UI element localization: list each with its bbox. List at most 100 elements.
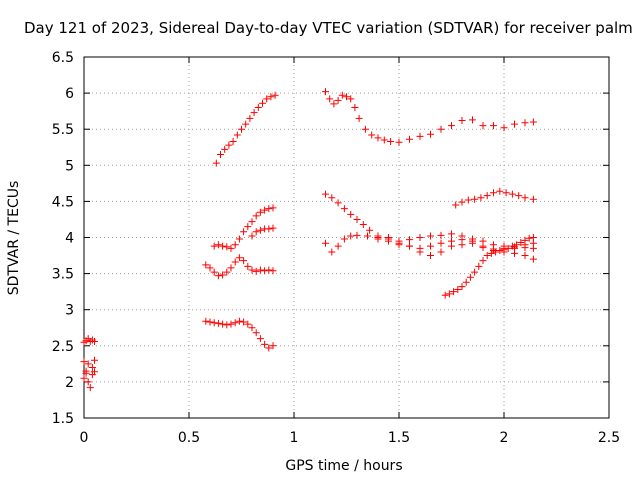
- data-point: [427, 242, 434, 250]
- data-point: [366, 226, 374, 234]
- y-tick-label: 3: [65, 303, 74, 319]
- data-point: [235, 317, 243, 325]
- data-point: [202, 261, 210, 269]
- data-point: [86, 384, 94, 392]
- data-point: [267, 93, 275, 101]
- data-point: [529, 118, 537, 126]
- data-point: [452, 201, 460, 209]
- data-point: [210, 242, 218, 250]
- x-tick-label: 0.5: [178, 430, 200, 446]
- data-point: [252, 329, 260, 337]
- data-point: [374, 235, 382, 243]
- data-point: [328, 248, 336, 256]
- x-tick-label: 1: [290, 430, 299, 446]
- series-sat-f: [210, 204, 277, 252]
- data-point: [256, 266, 264, 274]
- data-point: [259, 99, 266, 107]
- data-point: [334, 242, 342, 250]
- data-point: [248, 266, 256, 274]
- data-point: [210, 268, 218, 276]
- data-point: [261, 267, 269, 275]
- data-point: [238, 125, 245, 133]
- data-point: [214, 272, 222, 280]
- data-point: [437, 125, 445, 133]
- x-tick-labels: 0 0.5 1 1.5 2 2.5: [80, 430, 621, 446]
- data-point: [256, 226, 264, 234]
- data-point: [271, 91, 279, 99]
- data-point: [525, 234, 533, 242]
- y-tick-label: 2.5: [52, 339, 74, 355]
- data-point: [529, 255, 537, 263]
- data-point: [343, 93, 350, 101]
- data-point: [479, 244, 487, 252]
- data-point: [406, 135, 413, 143]
- data-point: [225, 141, 233, 149]
- data-point: [353, 231, 361, 239]
- data-point: [231, 241, 239, 249]
- data-point: [374, 134, 382, 142]
- data-point: [353, 215, 361, 223]
- data-point: [91, 356, 98, 364]
- data-point: [263, 95, 271, 103]
- data-point: [212, 159, 220, 167]
- data-point: [508, 242, 516, 250]
- data-point: [368, 131, 376, 139]
- data-point: [458, 283, 466, 291]
- data-point: [322, 88, 329, 96]
- data-point: [441, 291, 449, 299]
- data-point: [269, 204, 277, 212]
- data-point: [244, 223, 252, 231]
- data-point: [361, 125, 369, 133]
- data-point: [227, 264, 235, 272]
- data-point: [387, 137, 395, 145]
- data-point: [416, 234, 424, 241]
- series-sat-g: [248, 224, 277, 240]
- data-point: [416, 132, 424, 140]
- data-point: [521, 252, 529, 260]
- data-point: [265, 266, 273, 274]
- data-point: [248, 218, 256, 226]
- y-tick-label: 5: [65, 158, 74, 174]
- data-point: [219, 242, 227, 250]
- data-point: [322, 190, 329, 198]
- data-point: [269, 224, 277, 232]
- data-point: [508, 190, 516, 198]
- data-point: [445, 290, 453, 298]
- series-sat-l: [374, 235, 537, 260]
- data-point: [490, 122, 497, 130]
- data-point: [454, 285, 462, 293]
- data-point: [84, 378, 92, 386]
- series-sat-a: [80, 368, 98, 392]
- grid-lines: [84, 57, 609, 418]
- data-point: [487, 249, 495, 257]
- data-point: [351, 104, 359, 112]
- data-point: [347, 210, 355, 218]
- data-point: [529, 195, 537, 203]
- y-tick-label: 1.5: [52, 411, 74, 427]
- data-point: [347, 95, 355, 103]
- data-point: [496, 187, 504, 195]
- data-point: [479, 257, 487, 265]
- data-point: [466, 273, 474, 281]
- data-point: [458, 198, 466, 206]
- y-tick-label: 4: [65, 231, 74, 247]
- x-tick-label: 2: [500, 430, 509, 446]
- y-tick-label: 2: [65, 375, 74, 391]
- data-point: [462, 278, 470, 286]
- data-point: [88, 363, 96, 371]
- data-point: [227, 320, 235, 328]
- data-point: [475, 262, 483, 270]
- series-sat-c: [80, 356, 98, 375]
- data-point: [471, 268, 479, 276]
- data-point: [223, 243, 231, 251]
- series-sat-n: [452, 187, 537, 209]
- data-point: [437, 231, 445, 239]
- series-sat-b: [80, 335, 98, 346]
- series-sat-m: [441, 234, 537, 299]
- data-point: [261, 206, 269, 214]
- data-point: [206, 318, 214, 326]
- data-point: [265, 225, 273, 233]
- data-point: [322, 239, 329, 247]
- data-point: [529, 234, 537, 241]
